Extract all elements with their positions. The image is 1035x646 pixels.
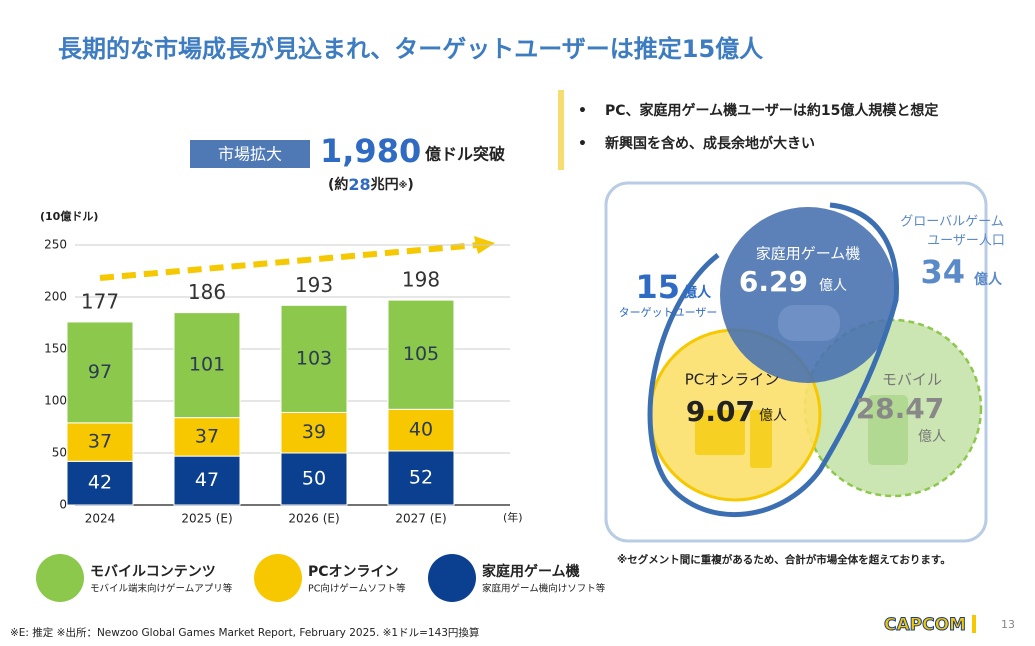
bar-segment (387, 450, 455, 506)
venn-label: 家庭用ゲーム機 (756, 245, 861, 263)
pc-icon (695, 410, 745, 455)
global-unit: 億人 (974, 271, 1003, 288)
legend-description: 家庭用ゲーム機向けソフト等 (482, 583, 606, 595)
bar-segment (280, 452, 348, 506)
callout-yen: (約28兆円※) (328, 175, 414, 194)
y-axis-label: (10億ドル) (40, 209, 98, 223)
venn-value: 6.29 (739, 265, 808, 298)
bar-segment (173, 312, 241, 419)
target-label: ターゲットユーザー (619, 306, 718, 319)
bar-segment (280, 304, 348, 413)
bar-segment (66, 422, 134, 462)
bullet: PC、家庭用ゲーム機ユーザーは約15億人規模と想定 (605, 102, 938, 119)
global-label: グローバルゲーム (900, 215, 1003, 230)
bar-value-label: 103 (296, 347, 332, 369)
y-tick-label: 200 (44, 290, 67, 304)
source: ※E: 推定 ※出所：Newzoo Global Games Market Re… (10, 626, 479, 639)
chart: 0 50 100 150 200 250 2024 42 37 97 177 2025 (E) 47 37… (44, 238, 510, 526)
bar-value-label: 37 (195, 425, 219, 447)
x-tick-label: 2025 (E) (181, 512, 232, 526)
bullet-dot: • (578, 103, 587, 119)
venn-unit: 億人 (918, 429, 946, 445)
console-icon (778, 305, 840, 341)
total-label: 198 (402, 268, 440, 292)
x-tick-label: 2024 (85, 512, 116, 526)
venn-unit: 億人 (819, 278, 847, 294)
badge-text: 市場拡大 (218, 145, 282, 164)
bar-segment (66, 321, 134, 424)
bar-segment (173, 455, 241, 506)
venn-note: ※セグメント間に重複があるため、合計が市場全体を超えております。 (617, 553, 951, 566)
page-number: 13 (1001, 618, 1015, 631)
venn-unit: 億人 (759, 408, 787, 424)
accent-bar (558, 90, 564, 170)
venn-value: 28.47 (856, 392, 945, 425)
bar-segment (66, 460, 134, 506)
legend-swatch (36, 554, 84, 602)
venn-console (720, 207, 896, 383)
y-tick-label: 50 (52, 446, 67, 460)
total-label: 177 (81, 289, 119, 313)
total-label: 186 (188, 280, 226, 304)
legend-name: PCオンライン (308, 564, 399, 580)
y-tick-label: 250 (44, 238, 67, 252)
y-tick-label: 100 (44, 394, 67, 408)
legend-description: モバイル端末向けゲームアプリ等 (90, 583, 233, 595)
bar-value-label: 97 (88, 361, 112, 383)
bar-value-label: 42 (88, 472, 112, 494)
venn-label: モバイル (882, 371, 942, 389)
pc-icon (750, 410, 772, 468)
target-unit: 億人 (683, 284, 712, 301)
target-value: 15 (635, 268, 680, 306)
bar-value-label: 101 (189, 354, 225, 376)
venn-frame (604, 181, 988, 543)
bar-segment (173, 417, 241, 457)
bar-value-label: 105 (403, 343, 439, 365)
logo: CAPCOM (884, 615, 966, 635)
y-tick-label: 0 (59, 498, 67, 512)
legend-name: モバイルコンテンツ (90, 564, 216, 580)
legend-swatch (254, 554, 302, 602)
venn-value: 9.07 (686, 395, 755, 428)
venn-label: PCオンライン (685, 371, 780, 389)
bar-segment (387, 299, 455, 410)
x-axis-label: (年) (503, 510, 523, 524)
legend-name: 家庭用ゲーム機 (482, 563, 580, 580)
global-value: 34 (920, 253, 965, 291)
bar-value-label: 37 (88, 431, 112, 453)
slide-title: 長期的な市場成長が見込まれ、ターゲットユーザーは推定15億人 (58, 35, 763, 63)
legend-description: PC向けゲームソフト等 (308, 583, 406, 595)
badge (190, 140, 310, 168)
callout-unit: 億ドル突破 (425, 145, 505, 164)
x-tick-label: 2026 (E) (288, 512, 339, 526)
bullet-dot: • (578, 136, 587, 152)
trend-arrow (99, 242, 479, 281)
callout-amount: 1,980 (320, 132, 421, 170)
bullet: 新興国を含め、成長余地が大きい (605, 135, 815, 152)
mobile-icon (868, 395, 908, 465)
logo-bar (972, 615, 976, 633)
bar-value-label: 40 (409, 419, 433, 441)
global-label: ユーザー人口 (927, 234, 1005, 249)
y-tick-label: 150 (44, 342, 67, 356)
bar-value-label: 50 (302, 468, 326, 490)
bar-segment (387, 408, 455, 452)
total-label: 193 (295, 273, 333, 297)
bar-value-label: 39 (302, 421, 326, 443)
legend-swatch (428, 554, 476, 602)
bar-value-label: 52 (409, 466, 433, 488)
target-outline (647, 202, 899, 518)
bar-value-label: 47 (195, 469, 219, 491)
x-tick-label: 2027 (E) (395, 512, 446, 526)
